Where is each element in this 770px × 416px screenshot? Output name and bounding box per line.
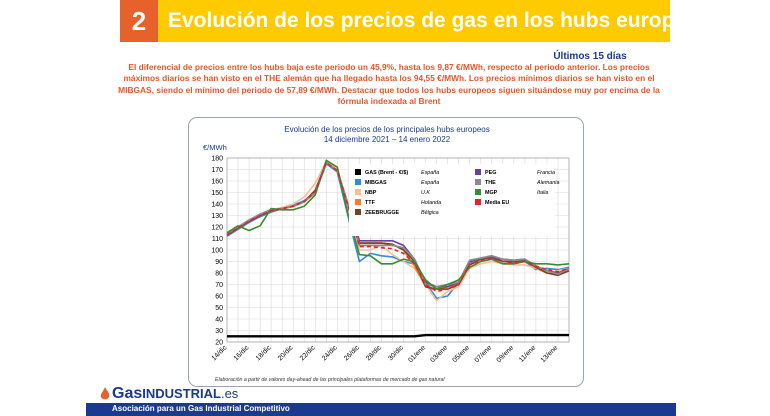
y-tick-label: 140 — [211, 202, 223, 209]
legend-label: TTF — [365, 200, 376, 206]
legend-country: España — [421, 170, 439, 176]
y-tick-label: 120 — [211, 225, 223, 232]
legend-label: MGP — [485, 190, 498, 196]
footer-bar — [86, 403, 676, 416]
x-tick-label: 20/dic — [277, 344, 295, 362]
legend-label: THE — [485, 180, 496, 186]
y-tick-label: 100 — [211, 248, 223, 255]
series-line-media-eu — [226, 161, 570, 293]
x-tick-label: 26/dic — [343, 344, 361, 362]
chart-note: Elaboración a partir de valores day-ahea… — [215, 377, 445, 383]
chart-title: Evolución de los precios de los principa… — [284, 125, 489, 134]
x-tick-label: 18/dic — [255, 344, 273, 362]
x-tick-label: 28/dic — [365, 344, 383, 362]
legend-country: España — [421, 180, 439, 186]
legend-swatch — [355, 209, 361, 215]
chart-subtitle: 14 diciembre 2021 – 14 enero 2022 — [324, 135, 451, 144]
x-tick-label: 24/dic — [321, 344, 339, 362]
x-tick-label: 07/ene — [474, 344, 494, 364]
chart-ylabel: €/MWh — [203, 143, 227, 152]
y-tick-label: 180 — [211, 156, 223, 163]
legend-label: NBP — [365, 190, 377, 196]
y-axis: 20 30 40 50 60 70 80 90 100 110 120 130 140 150 160 170… — [211, 156, 223, 347]
section-number: 2 — [120, 0, 158, 42]
legend-swatch — [355, 179, 361, 185]
header-bar — [120, 0, 670, 42]
series-line-gas-brent — [227, 333, 569, 338]
legend-swatch — [475, 189, 481, 195]
legend-swatch — [475, 199, 481, 205]
x-tick-label: 05/ene — [451, 344, 471, 364]
y-tick-label: 130 — [211, 213, 223, 220]
logo-es: .es — [220, 386, 239, 401]
legend-label: PEG — [485, 170, 496, 176]
logo-industrial: INDUSTRIAL — [142, 386, 221, 401]
x-tick-label: 30/dic — [387, 344, 405, 362]
y-tick-label: 30 — [215, 328, 223, 335]
legend-country: Francia — [537, 170, 555, 176]
legend-country: Bélgica — [421, 210, 439, 216]
series-line-nbp — [226, 160, 570, 302]
footer-association: Asociación para un Gas Industrial Compet… — [112, 404, 290, 413]
y-tick-label: 50 — [215, 305, 223, 312]
plot-border — [226, 157, 570, 343]
section-title: Evolución de los precios de gas en los h… — [168, 9, 711, 32]
legend-swatch — [475, 179, 481, 185]
y-tick-label: 40 — [215, 317, 223, 324]
x-tick-label: 22/dic — [299, 344, 317, 362]
footer-logo: GasINDUSTRIAL.es — [112, 385, 238, 403]
y-tick-label: 90 — [215, 259, 223, 266]
x-tick-label: 09/ene — [496, 344, 516, 364]
legend-swatch — [355, 199, 361, 205]
summary-paragraph: El diferencial de precios entre los hubs… — [118, 62, 660, 107]
x-axis: 14/dic 16/dic 18/dic 20/dic 22/dic 24/dic 26/d… — [211, 344, 560, 364]
y-tick-label: 160 — [211, 179, 223, 186]
x-tick-label: 01/ene — [407, 344, 427, 364]
x-tick-label: 16/dic — [233, 344, 251, 362]
y-tick-label: 60 — [215, 294, 223, 301]
legend-swatch — [355, 169, 361, 175]
x-tick-label: 11/ene — [518, 344, 537, 363]
legend-label: MIBGAS — [365, 180, 387, 186]
flame-logo-icon — [100, 387, 110, 400]
legend-country: U.K — [421, 190, 430, 196]
legend-country: Italia — [537, 190, 548, 196]
series-lines — [226, 159, 570, 338]
x-tick-label: 14/dic — [211, 344, 229, 362]
period-label: Últimos 15 días — [553, 51, 627, 62]
y-tick-label: 150 — [211, 190, 223, 197]
series-line-mgp — [226, 159, 570, 290]
legend-label: Media EU — [485, 200, 509, 206]
x-tick-label: 03/ene — [429, 344, 449, 364]
legend-label: GAS (Brent - €/$) — [365, 170, 408, 176]
legend-swatch — [355, 189, 361, 195]
legend-country: Holanda — [421, 200, 441, 206]
y-tick-label: 70 — [215, 282, 223, 289]
y-tick-label: 20 — [215, 340, 223, 347]
legend-label: ZEEBRUGGE — [365, 210, 400, 216]
chart-legend: GAS (Brent - €/$) España MIBGAS España NBP U.… — [349, 164, 559, 236]
y-tick-label: 110 — [212, 236, 223, 243]
y-tick-label: 170 — [211, 167, 223, 174]
price-chart: Evolución de los precios de los principa… — [203, 125, 570, 383]
y-tick-label: 80 — [215, 271, 223, 278]
logo-gas: Gas — [112, 385, 143, 402]
legend-box — [349, 164, 555, 236]
legend-swatch — [475, 169, 481, 175]
legend-country: Alemania — [536, 180, 559, 186]
chart-frame: Evolución de los precios de los principa… — [188, 117, 584, 387]
x-tick-label: 13/ene — [540, 344, 560, 364]
